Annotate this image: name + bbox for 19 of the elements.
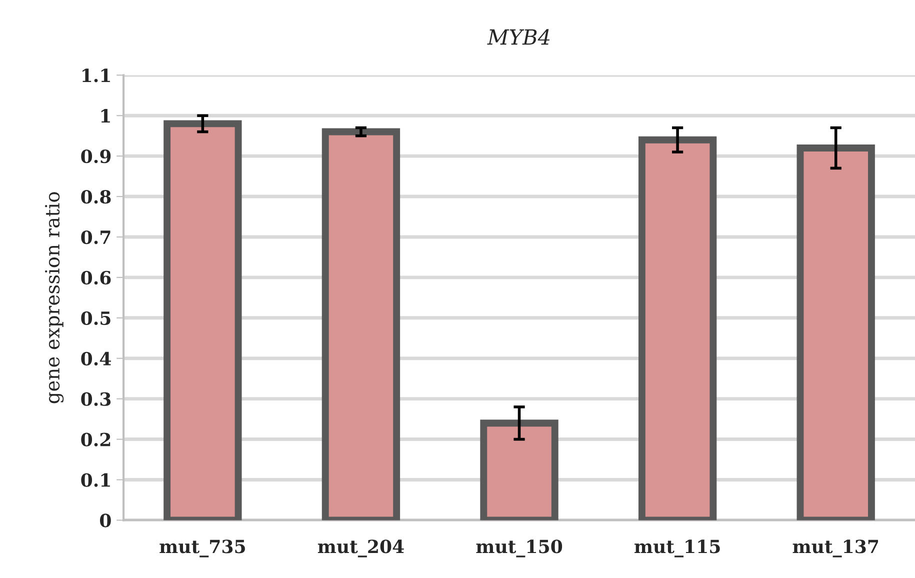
y-tick-label: 0.5 [81, 311, 110, 326]
y-tick-label: 0.9 [81, 150, 111, 164]
y-tick-label: 1.1 [82, 68, 110, 82]
y-axis-title: gene expression ratio [45, 192, 64, 404]
y-tick-label: 0.4 [81, 352, 111, 366]
y-tick-label: 0.8 [81, 190, 111, 204]
x-tick-label: mut_115 [634, 540, 720, 558]
y-tick-label: 0.6 [81, 270, 111, 285]
y-tick-label: 1 [101, 109, 110, 122]
chart-title: MYB4 [487, 29, 550, 45]
y-tick-label: 0.2 [81, 432, 110, 446]
y-tick-label: 0 [100, 514, 111, 528]
y-tick-label: 0.1 [81, 473, 110, 487]
x-tick-label: mut_735 [160, 540, 245, 558]
x-tick-label: mut_150 [476, 540, 562, 558]
y-tick-label: 0.7 [81, 230, 110, 244]
x-tick-label: mut_204 [318, 540, 404, 558]
x-tick-label: mut_137 [792, 540, 878, 558]
y-tick-label: 0.3 [81, 392, 111, 406]
